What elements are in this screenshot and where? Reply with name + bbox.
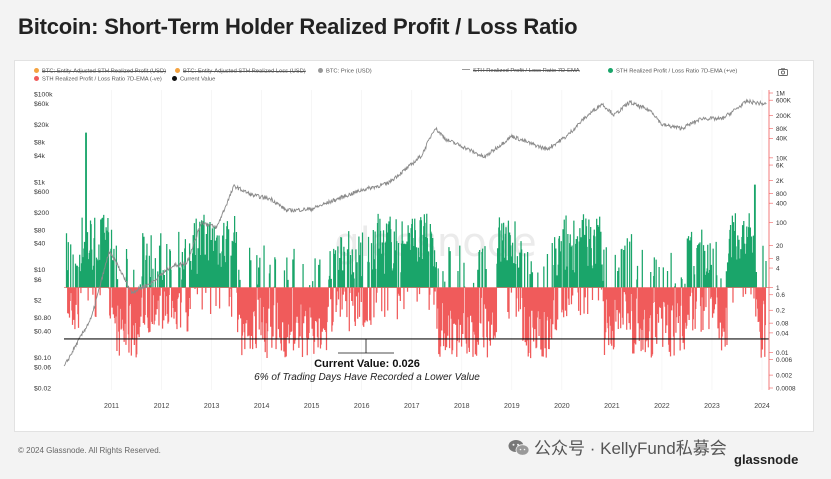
left-tick-label: $0.02	[34, 386, 51, 393]
wechat-watermark: 公众号 · KellyFund私募会	[508, 434, 727, 459]
left-tick-label: $100k	[34, 92, 53, 99]
positive-ratio-bars	[65, 132, 767, 288]
right-tick-label: 4	[776, 265, 780, 272]
left-tick-label: $200	[34, 210, 49, 217]
left-tick-label: $1k	[34, 179, 46, 186]
x-tick-label: 2023	[704, 403, 720, 410]
left-tick-label: $60k	[34, 101, 49, 108]
left-tick-label: $20k	[34, 122, 49, 129]
x-tick-label: 2019	[504, 403, 520, 410]
legend-item[interactable]: BTC: Price (USD)	[318, 68, 372, 75]
right-tick-label: 0.01	[776, 350, 789, 357]
x-tick-label: 2016	[354, 403, 370, 410]
legend-swatch	[318, 68, 323, 73]
left-tick-label: $6	[34, 277, 42, 284]
x-tick-label: 2013	[204, 403, 220, 410]
left-tick-label: $0.06	[34, 365, 51, 372]
right-tick-label: 6K	[776, 162, 785, 169]
left-tick-label: $2	[34, 298, 42, 305]
legend-item[interactable]: Current Value	[172, 76, 215, 83]
right-tick-label: 800	[776, 191, 787, 198]
right-tick-label: 100	[776, 220, 787, 227]
legend-swatch	[34, 76, 39, 81]
left-tick-label: $0.10	[34, 355, 51, 362]
right-tick-label: 0.0008	[776, 385, 796, 392]
copyright: © 2024 Glassnode. All Rights Reserved.	[18, 446, 161, 455]
legend-swatch	[608, 68, 613, 73]
legend-item[interactable]: STH Realized Profit / Loss Ratio 7D-EMA …	[34, 76, 162, 83]
x-tick-label: 2020	[554, 403, 570, 410]
right-tick-label: 20	[776, 243, 784, 250]
left-tick-label: $80	[34, 227, 46, 234]
legend-item[interactable]: BTC: Entity-Adjusted STH Realized Loss (…	[175, 68, 306, 75]
legend-label: STH Realized Profit / Loss Ratio 7D-EMA …	[42, 76, 162, 83]
negative-ratio-bars	[67, 287, 767, 359]
x-tick-label: 2011	[104, 403, 119, 410]
left-tick-label: $40	[34, 241, 46, 248]
price-line	[63, 98, 767, 367]
right-tick-label: 40K	[776, 136, 788, 143]
right-tick-label: 1M	[776, 90, 785, 97]
legend-swatch	[34, 68, 39, 73]
legend-label: STH Realized Profit / Loss Ratio 7D-EMA …	[616, 68, 738, 75]
legend-label: BTC: Entity-Adjusted STH Realized Profit…	[42, 68, 167, 75]
right-tick-label: 0.6	[776, 292, 785, 299]
percentile-note: 6% of Trading Days Have Recorded a Lower…	[254, 372, 480, 383]
legend-label: STH Realized Profit / Loss Ratio 7D-EMA	[473, 68, 580, 74]
right-tick-label: 2K	[776, 178, 785, 185]
wechat-watermark-text: 公众号 · KellyFund私募会	[534, 439, 727, 458]
x-tick-label: 2024	[754, 403, 770, 410]
current-value-label: Current Value: 0.026	[314, 358, 420, 370]
left-tick-label: $0.40	[34, 328, 51, 335]
right-tick-label: 10K	[776, 155, 788, 162]
x-tick-label: 2018	[454, 403, 470, 410]
legend-label: BTC: Entity-Adjusted STH Realized Loss (…	[183, 68, 306, 75]
right-tick-label: 0.2	[776, 308, 785, 315]
right-tick-label: 1	[776, 285, 780, 292]
left-tick-label: $8k	[34, 140, 46, 147]
left-tick-label: $4k	[34, 153, 46, 160]
x-tick-label: 2014	[254, 403, 270, 410]
left-tick-label: $600	[34, 189, 49, 196]
x-tick-label: 2021	[604, 403, 620, 410]
camera-icon[interactable]	[778, 68, 788, 76]
legend-item[interactable]: STH Realized Profit / Loss Ratio 7D-EMA	[462, 68, 580, 74]
left-tick-label: $10	[34, 267, 46, 274]
legend-swatch	[175, 68, 180, 73]
legend-item[interactable]: BTC: Entity-Adjusted STH Realized Profit…	[34, 68, 166, 75]
brand-logo: glassnode	[734, 452, 799, 467]
right-tick-label: 8	[776, 256, 780, 263]
legend-swatch	[172, 76, 177, 81]
x-tick-label: 2017	[404, 403, 420, 410]
right-tick-label: 600K	[776, 98, 792, 105]
legend-swatch	[462, 69, 470, 70]
left-tick-label: $0.80	[34, 315, 51, 322]
right-tick-label: 200K	[776, 113, 792, 120]
legend-item[interactable]: STH Realized Profit / Loss Ratio 7D-EMA …	[608, 68, 737, 75]
right-tick-label: 0.002	[776, 372, 792, 379]
legend-label: Current Value	[180, 76, 216, 83]
right-tick-label: 0.006	[776, 357, 792, 364]
right-tick-label: 400	[776, 201, 787, 208]
chart-title: Bitcoin: Short-Term Holder Realized Prof…	[18, 14, 578, 39]
x-tick-label: 2022	[654, 403, 670, 410]
legend-label: BTC: Price (USD)	[326, 68, 372, 75]
x-tick-label: 2015	[304, 403, 320, 410]
right-tick-label: 80K	[776, 126, 788, 133]
right-tick-label: 0.08	[776, 321, 789, 328]
wechat-icon	[508, 440, 530, 456]
x-tick-label: 2012	[154, 403, 170, 410]
right-tick-label: 0.04	[776, 330, 789, 337]
